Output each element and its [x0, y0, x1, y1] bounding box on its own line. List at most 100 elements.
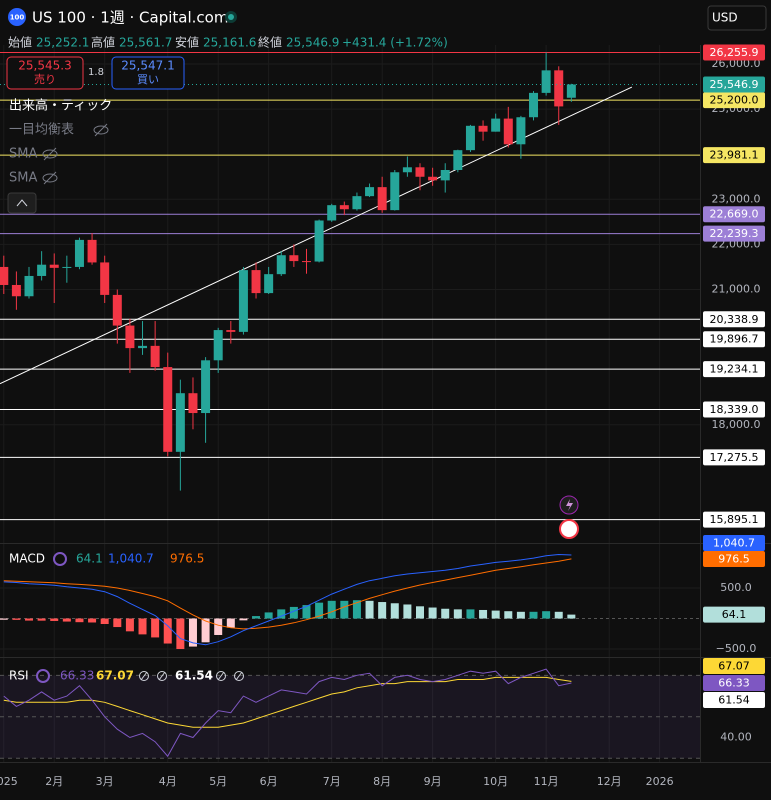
- price-label: 23,981.1: [710, 149, 759, 162]
- histogram-bar: [201, 618, 210, 643]
- candle-body: [11, 284, 21, 297]
- candle-body: [74, 239, 84, 267]
- symbol-badge: [8, 8, 26, 26]
- histogram-bar: [453, 609, 462, 619]
- candle-body: [138, 345, 148, 349]
- x-tick-label: 4月: [159, 775, 177, 788]
- histogram-bar: [390, 603, 399, 619]
- price-label: 26,255.9: [710, 46, 759, 59]
- macd-line: [3, 553, 572, 646]
- price-label: 1,040.7: [713, 536, 755, 549]
- badge-text: 100: [10, 14, 25, 22]
- price-label: 64.1: [722, 608, 747, 621]
- ohlc-label: 高値: [91, 35, 115, 50]
- price-label-box: [703, 606, 765, 623]
- price-label: 25,200.0: [710, 94, 759, 107]
- candle-body: [327, 205, 337, 221]
- price-label: 66.33: [718, 676, 750, 689]
- histogram-bar: [441, 608, 450, 619]
- ohlc-label: 始値: [8, 35, 32, 50]
- histogram-bar: [62, 618, 71, 622]
- plot-layer: 26,000.025,000.023,000.022,000.021,000.0…: [0, 51, 761, 788]
- histogram-bar: [277, 609, 286, 619]
- sell-price: 25,545.3: [18, 59, 71, 73]
- price-label: 976.5: [718, 552, 750, 565]
- indicator-label[interactable]: 出来高・ティック: [9, 98, 112, 114]
- x-tick-label: 11月: [534, 775, 559, 788]
- y-tick-label: 21,000.0: [712, 282, 761, 295]
- candle-body: [465, 125, 475, 151]
- price-label-box: [703, 511, 765, 528]
- indicator-label[interactable]: SMA: [9, 171, 37, 186]
- histogram-bar: [0, 618, 8, 620]
- candle-body: [529, 92, 539, 118]
- candle-body: [49, 264, 59, 268]
- buy-price: 25,547.1: [121, 59, 174, 73]
- histogram-bar: [567, 614, 576, 619]
- ohlc-value: 25,252.1: [36, 36, 89, 50]
- legend-value: 66.33: [60, 669, 94, 683]
- histogram-bar: [264, 612, 273, 619]
- spread: 1.8: [88, 67, 104, 78]
- histogram-bar: [554, 611, 563, 619]
- candle-body: [125, 325, 135, 349]
- ohlc-value: 25,546.9: [286, 36, 339, 50]
- sell-button[interactable]: [6, 56, 84, 90]
- candle-body: [276, 255, 286, 275]
- price-label-box: [703, 92, 765, 109]
- x-tick-label: 6月: [260, 775, 278, 788]
- price-label: 20,338.9: [710, 313, 759, 326]
- candle-body: [62, 266, 72, 268]
- collapse-icon: [16, 199, 28, 207]
- indicator-label[interactable]: 一目均衡表: [9, 123, 74, 138]
- candle-body: [428, 176, 438, 181]
- signal-line: [3, 558, 572, 630]
- histogram-bar: [302, 605, 311, 619]
- indicator-label[interactable]: SMA: [9, 147, 37, 162]
- histogram-bar: [214, 618, 223, 635]
- price-label-box: [703, 147, 765, 164]
- price-label-box: [703, 657, 765, 674]
- candle-body: [150, 345, 160, 368]
- rsi-ma-line: [3, 676, 572, 728]
- price-label-box: [703, 361, 765, 378]
- price-label: 67.07: [718, 659, 750, 672]
- candle-body: [188, 393, 198, 414]
- x-tick-label: 7月: [323, 775, 341, 788]
- ohlc-label: 安値: [175, 35, 199, 50]
- collapse-button[interactable]: [7, 192, 37, 214]
- buy-button[interactable]: [111, 56, 185, 90]
- candle-body: [352, 196, 362, 210]
- currency-button[interactable]: [707, 5, 767, 31]
- candle-body: [226, 330, 236, 332]
- x-tick-label: 2026: [646, 775, 674, 788]
- y-tick-label: 23,000.0: [712, 192, 761, 205]
- candle-body: [402, 167, 412, 173]
- candle-body: [0, 266, 9, 285]
- ohlc-value: 25,561.7: [119, 36, 172, 50]
- candle-body: [566, 84, 576, 98]
- symbol-title[interactable]: US 100 · 1週 · Capital.com: [32, 9, 228, 27]
- x-tick-label: 12月: [597, 775, 622, 788]
- flag-icon[interactable]: [559, 519, 579, 539]
- histogram-bar: [378, 602, 387, 619]
- histogram-bar: [352, 600, 361, 619]
- histogram-bar: [138, 618, 147, 635]
- price-label-box: [703, 550, 765, 567]
- y-tick-label: 18,000.0: [712, 418, 761, 431]
- x-tick-label: 3月: [96, 775, 114, 788]
- price-label-box: [703, 76, 765, 93]
- histogram-bar: [252, 616, 261, 619]
- x-tick-label: 10月: [483, 775, 508, 788]
- price-label-box: [703, 674, 765, 691]
- price-label-box: [703, 44, 765, 61]
- histogram-bar: [100, 618, 109, 625]
- event-icon-glyph: [566, 499, 573, 511]
- price-label-box: [703, 449, 765, 466]
- legend-value: 61.54: [175, 669, 213, 683]
- histogram-bar: [340, 600, 349, 619]
- candle-body: [503, 118, 513, 145]
- histogram-bar: [151, 618, 160, 638]
